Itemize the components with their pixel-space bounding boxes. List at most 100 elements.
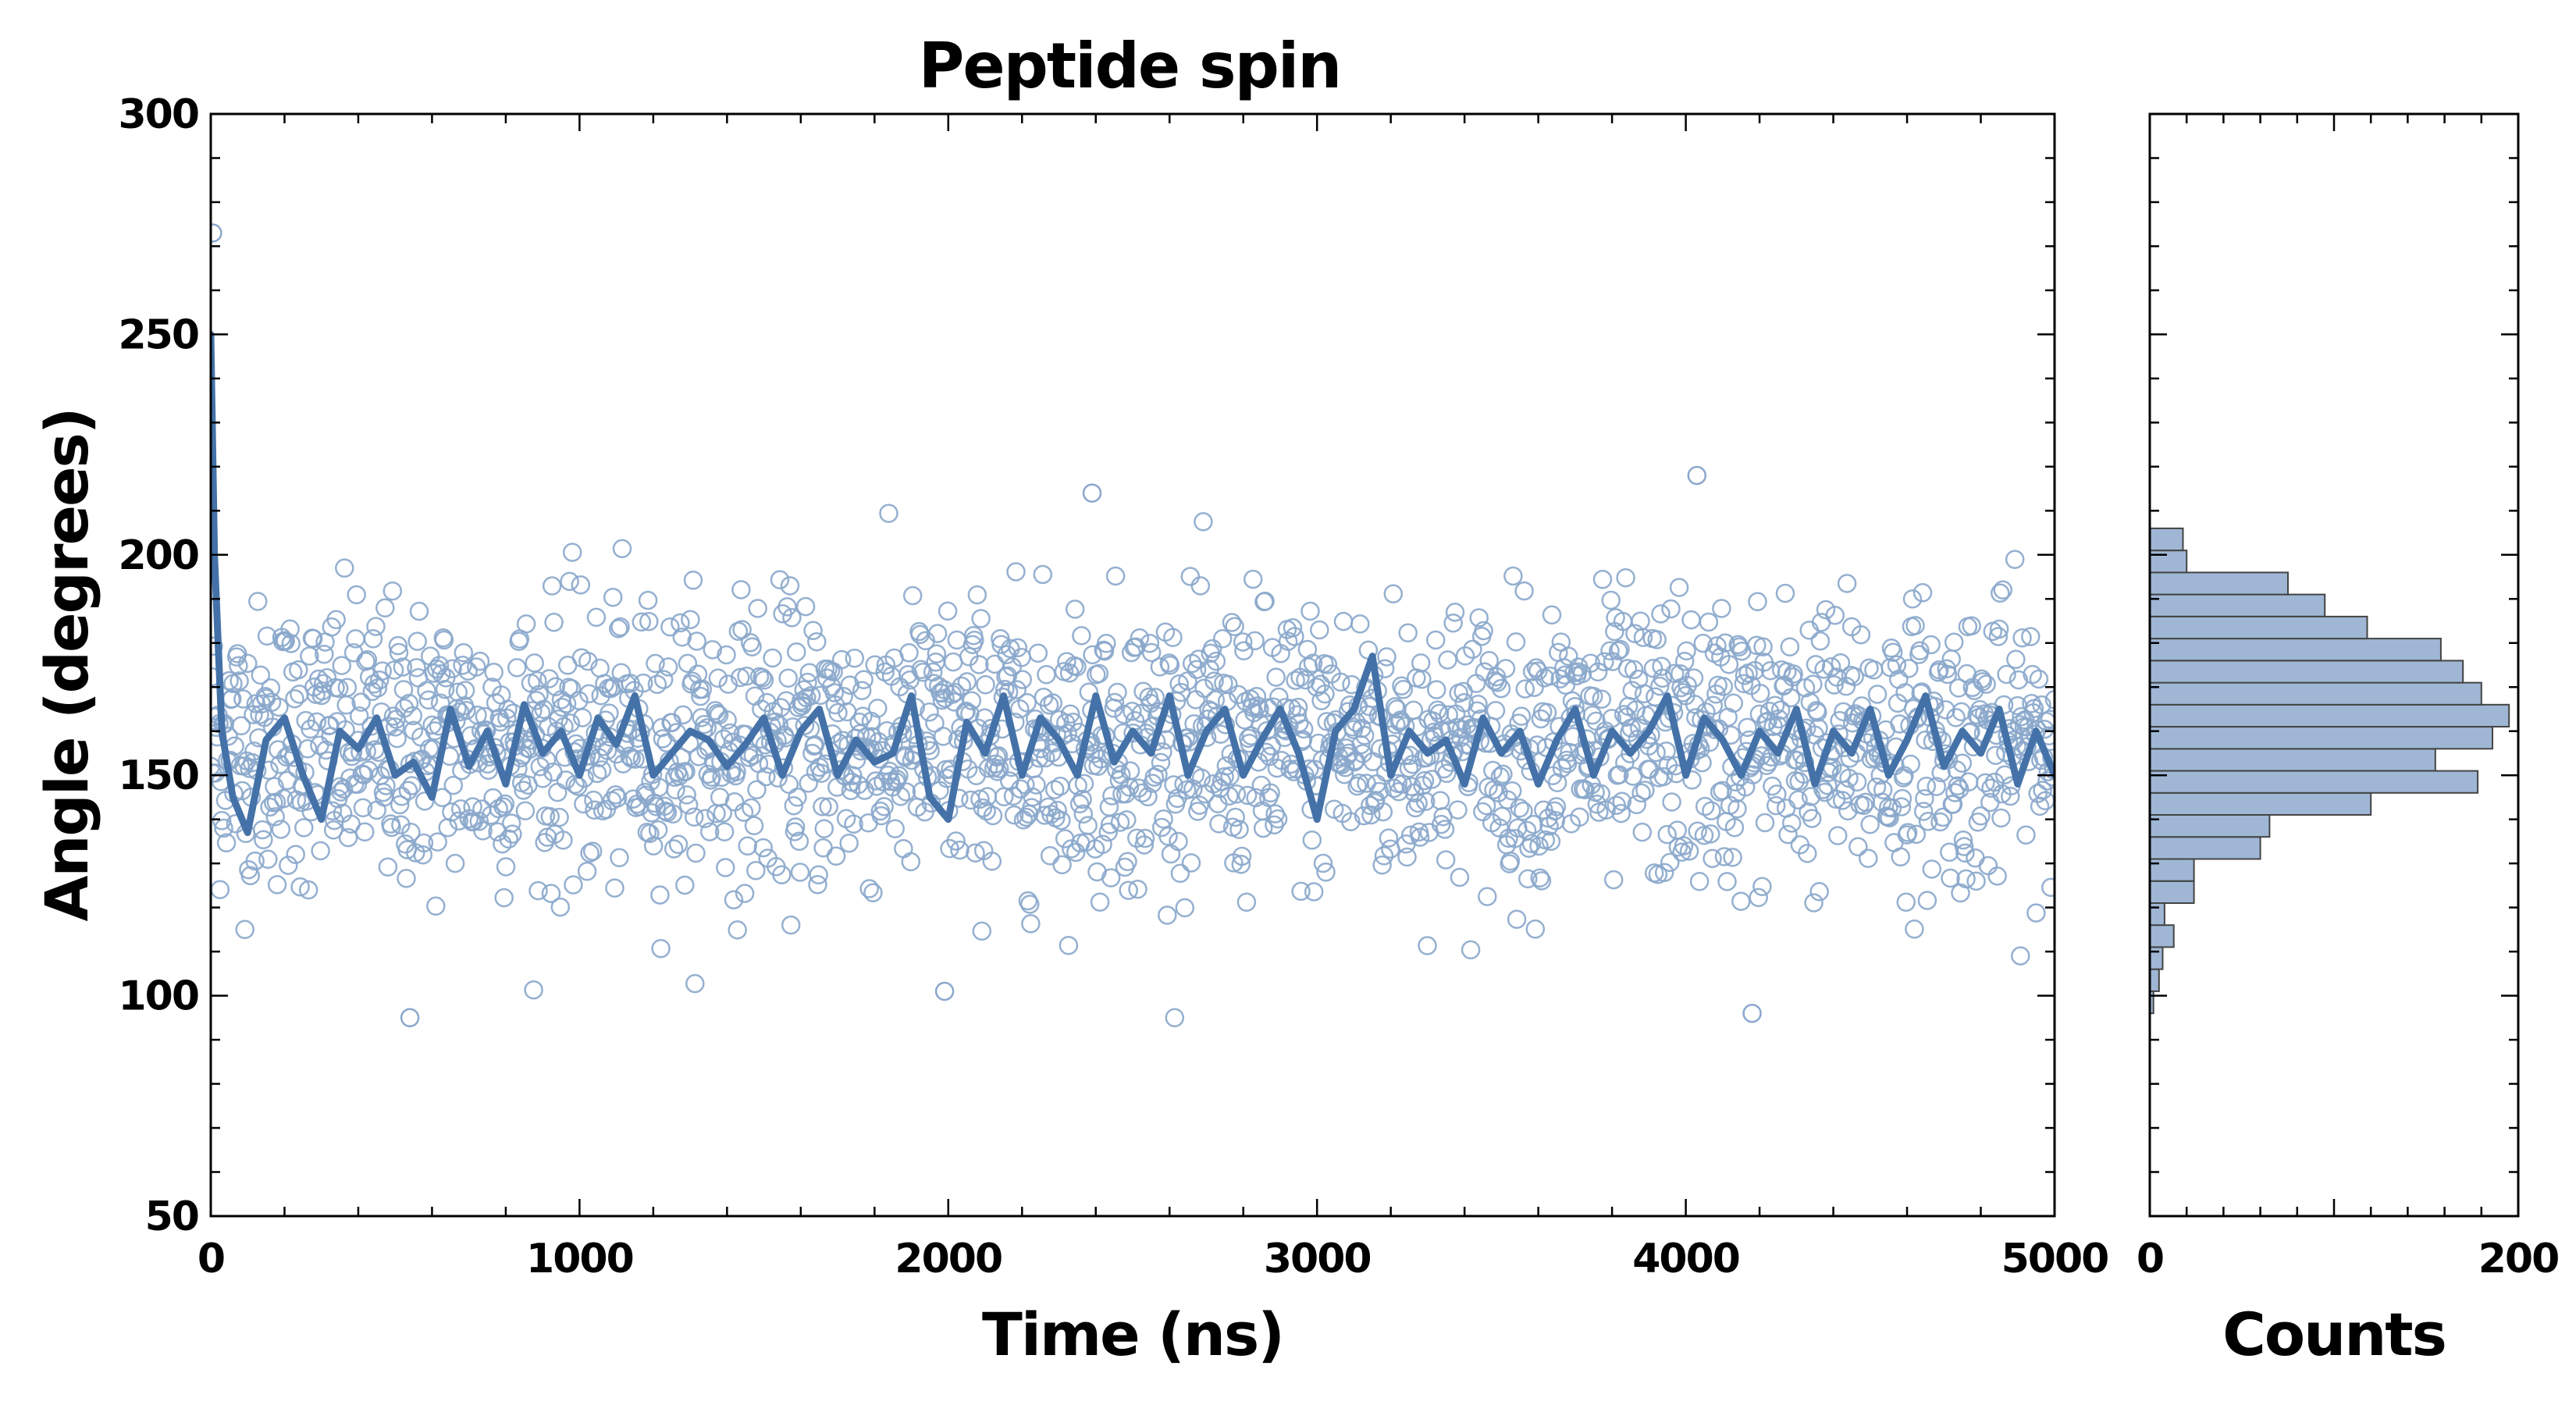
scatter-point (408, 668, 429, 688)
scatter-point (1438, 650, 1457, 670)
scatter-point (1310, 620, 1329, 640)
scatter-point (1190, 576, 1211, 596)
scatter-point (684, 807, 704, 827)
scatter-point (228, 644, 247, 663)
scatter-point (1989, 619, 2009, 639)
scatter-point (281, 634, 301, 653)
scatter-point (326, 610, 346, 630)
scatter-point (1138, 787, 1158, 807)
scatter-point (1288, 697, 1308, 717)
scatter-point (337, 678, 358, 697)
scatter-point (1953, 830, 1973, 850)
scatter-point (1169, 831, 1188, 852)
scatter-point (533, 769, 553, 788)
scatter-point (407, 631, 427, 651)
scatter-point (1163, 628, 1183, 647)
scatter-point (546, 677, 566, 696)
scatter-point (1448, 800, 1468, 820)
scatter-point (493, 834, 512, 854)
scatter-point (1837, 574, 1857, 593)
scatter-point (2026, 903, 2046, 923)
scatter-point (1078, 816, 1098, 835)
scatter-point (1699, 612, 1719, 632)
scatter-point (789, 831, 809, 852)
scatter-point (1302, 831, 1322, 850)
scatter-point (1589, 802, 1609, 822)
scatter-point (1004, 805, 1024, 825)
scatter-point (417, 681, 436, 701)
scatter-point (495, 794, 515, 814)
histogram-bar (2149, 638, 2442, 662)
scatter-point (1845, 667, 1864, 687)
scatter-point (1161, 844, 1181, 864)
scatter-point (2001, 786, 2020, 806)
scatter-point (845, 648, 865, 668)
scatter-point (943, 652, 963, 672)
scatter-point (1066, 842, 1086, 863)
scatter-point (678, 653, 698, 674)
scatter-point (1522, 662, 1542, 681)
scatter-point (1261, 783, 1280, 803)
scatter-point (1891, 847, 1910, 867)
scatter-point (1008, 638, 1028, 658)
scatter-point (1769, 709, 1788, 729)
scatter-point (493, 797, 513, 816)
scatter-point (515, 801, 535, 820)
scatter-point (260, 797, 279, 817)
scatter-point (612, 539, 632, 559)
scatter-point (753, 838, 774, 858)
scatter-point (1660, 852, 1680, 873)
scatter-point (329, 678, 349, 699)
scatter-point (372, 661, 393, 681)
scatter-point (1037, 664, 1056, 685)
scatter-point (1118, 852, 1137, 872)
x-tick-label: 0 (197, 1236, 224, 1282)
scatter-point (865, 655, 884, 675)
scatter-point (1748, 592, 1767, 612)
scatter-point (1799, 802, 1818, 822)
scatter-point (211, 880, 230, 899)
histogram-bar (2149, 550, 2188, 574)
scatter-point (1702, 801, 1721, 820)
scatter-point (582, 841, 603, 861)
scatter-point (1515, 679, 1535, 699)
scatter-point (1278, 631, 1298, 651)
scatter-point (399, 693, 419, 713)
scatter-point (1067, 657, 1087, 677)
scatter-point (378, 857, 398, 877)
scatter-point (894, 838, 913, 859)
scatter-point (541, 884, 561, 903)
scatter-point (1617, 659, 1638, 678)
scatter-point (946, 831, 966, 851)
scatter-point (1165, 1008, 1185, 1028)
scatter-point (686, 843, 706, 863)
scatter-point (1058, 724, 1077, 743)
scatter-point (229, 671, 249, 691)
scatter-point (1135, 828, 1155, 848)
scatter-point (777, 597, 797, 617)
scatter-point (2006, 649, 2026, 670)
scatter-point (947, 630, 967, 650)
histogram-bar (2149, 791, 2372, 816)
scatter-point (971, 609, 991, 628)
scatter-point (1148, 764, 1168, 784)
scatter-point (1007, 680, 1026, 699)
scatter-point (369, 670, 390, 690)
scatter-point (1646, 742, 1666, 763)
scatter-point (1392, 676, 1411, 695)
scatter-point (516, 614, 536, 634)
scatter-point (1350, 614, 1370, 634)
scatter-point (1437, 763, 1457, 784)
scatter-point (1311, 674, 1330, 694)
scatter-point (788, 788, 807, 807)
scatter-point (1674, 652, 1695, 671)
scatter-point (1592, 689, 1612, 709)
scatter-point (1918, 812, 1938, 831)
scatter-point (1017, 693, 1037, 713)
scatter-point (868, 699, 888, 718)
scatter-point (1747, 635, 1767, 656)
scatter-point (1018, 891, 1038, 911)
scatter-point (965, 630, 984, 650)
scatter-point (1540, 666, 1560, 686)
histogram-bar (2149, 703, 2510, 727)
